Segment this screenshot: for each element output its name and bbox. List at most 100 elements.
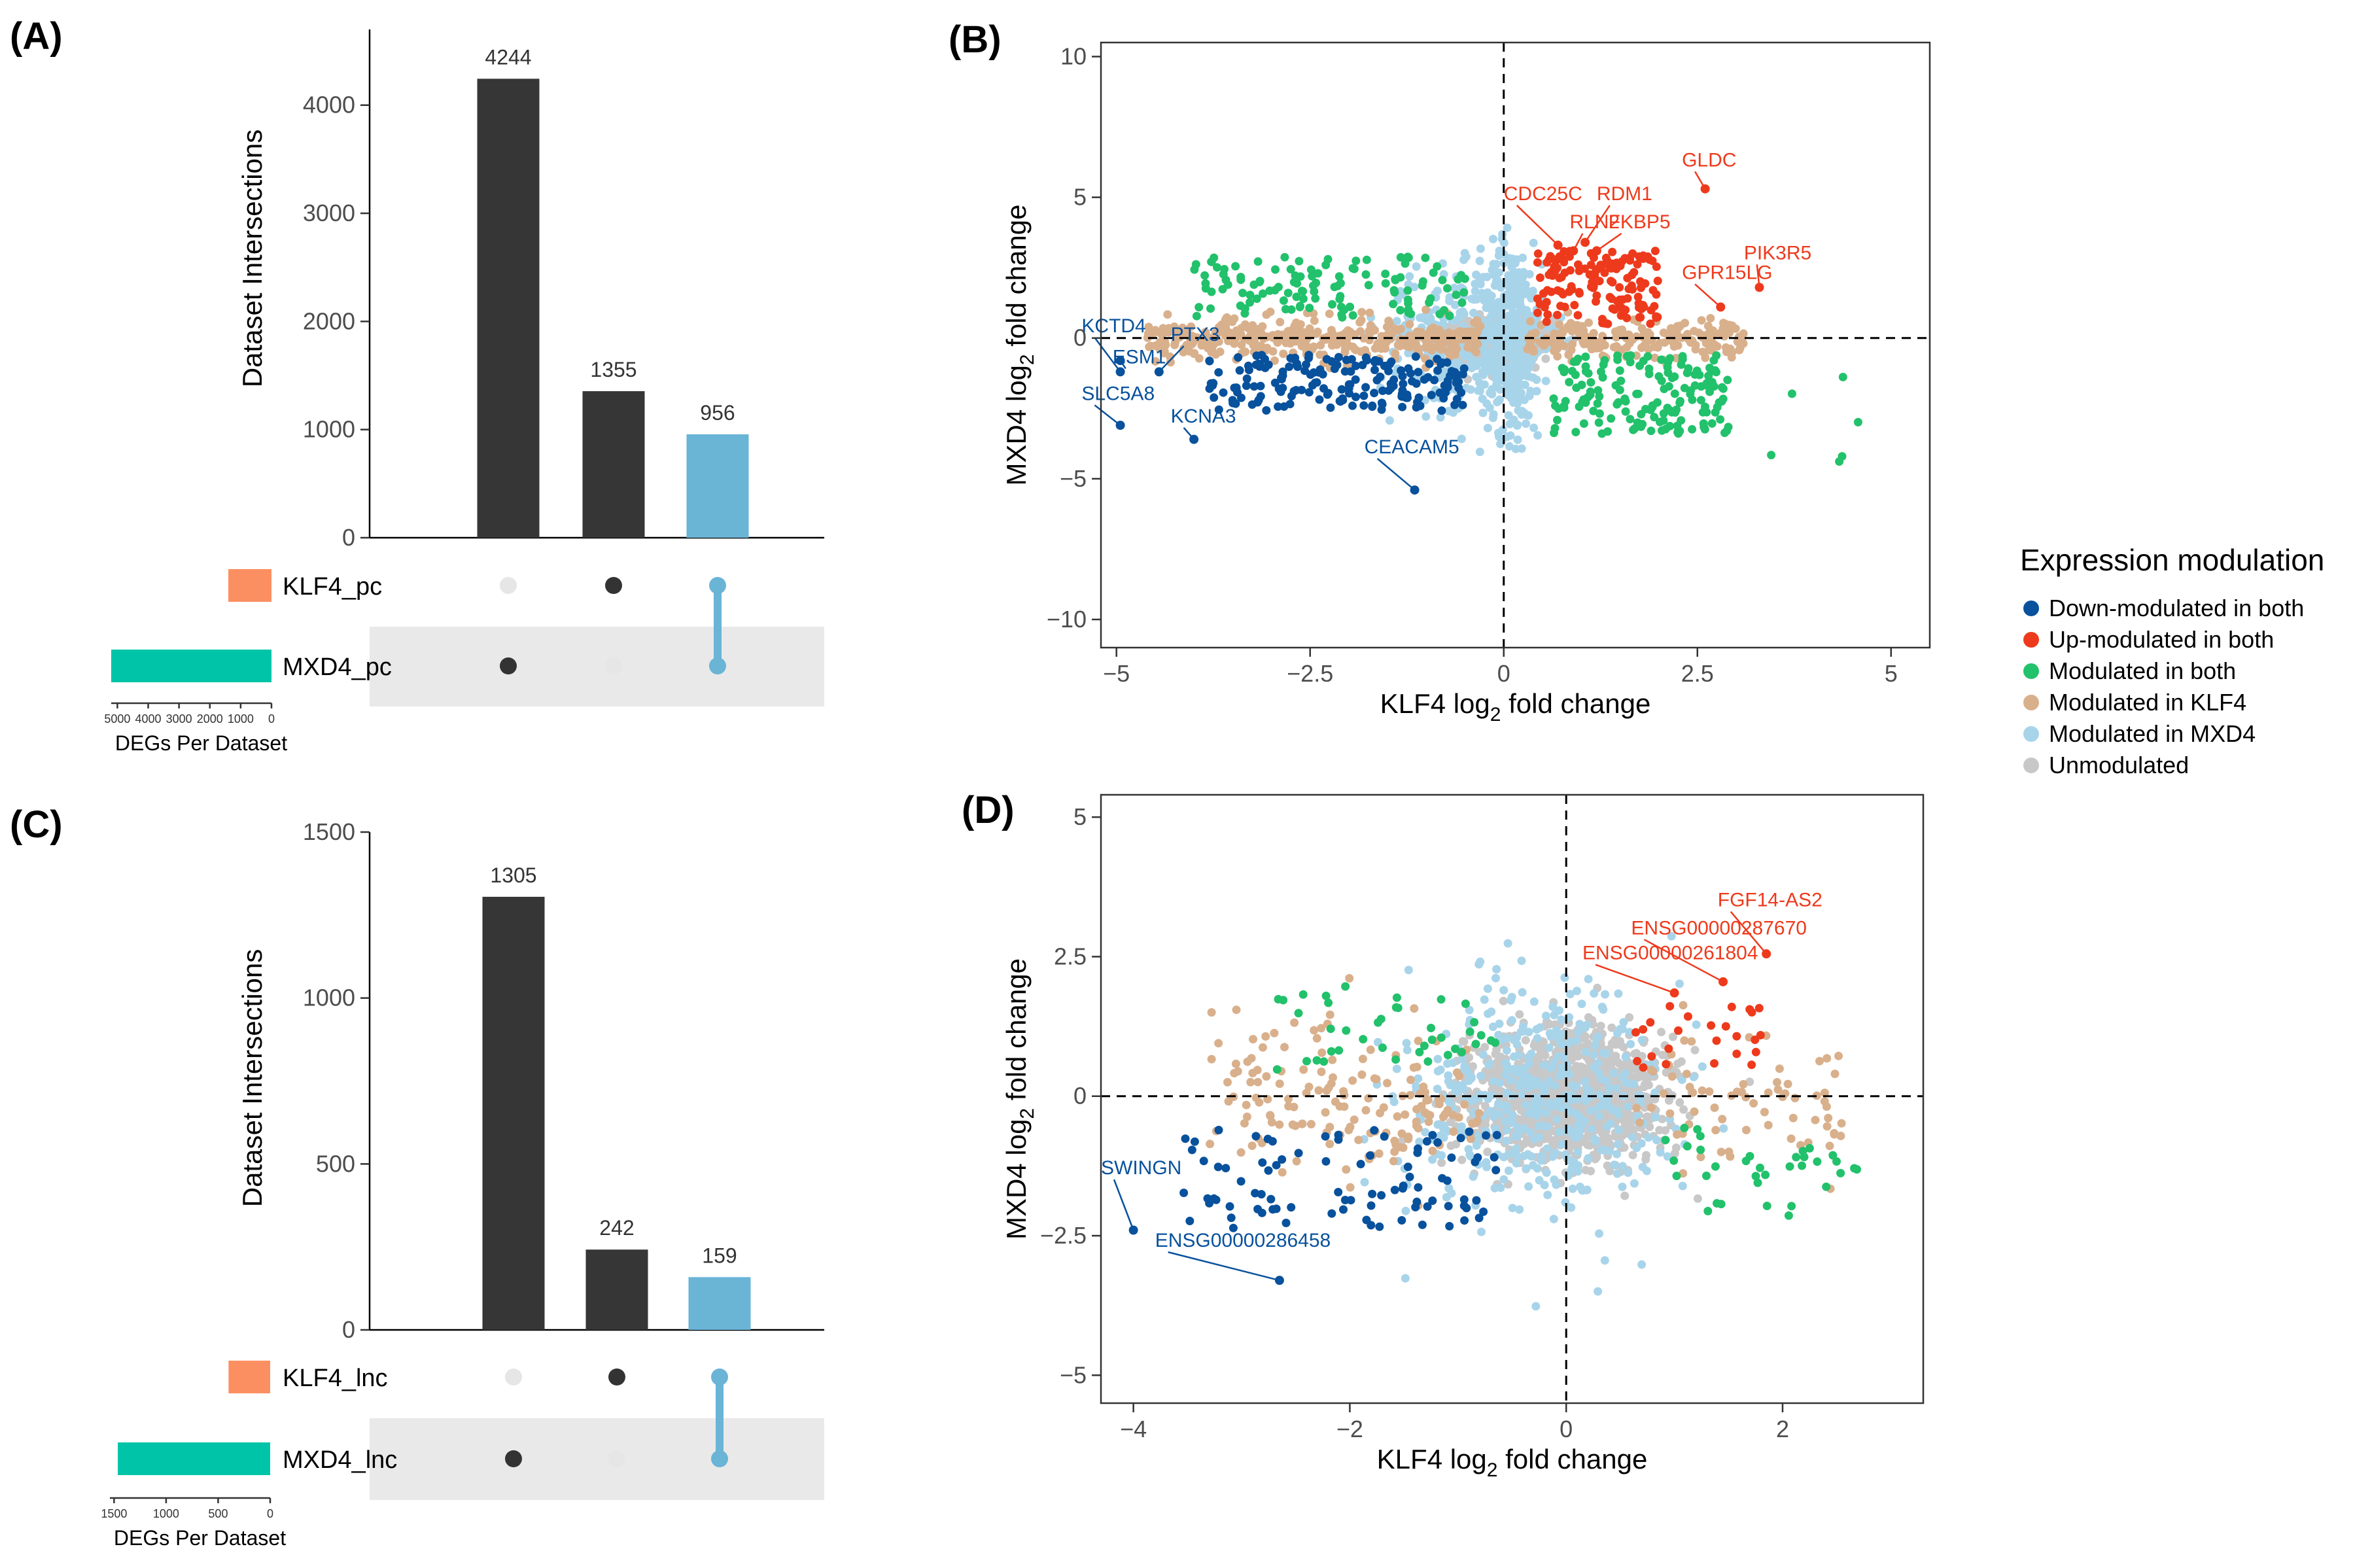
scatter-point-mxd4 xyxy=(1543,1144,1552,1153)
scatter-point-mxd4 xyxy=(1472,361,1481,370)
scatter-point-mxd4 xyxy=(1465,1150,1474,1159)
scatter-point-both xyxy=(1302,1056,1311,1066)
scatter-point-both xyxy=(1656,417,1664,427)
scatter-point-both xyxy=(1620,394,1630,403)
scatter-point-both xyxy=(1238,288,1247,298)
scatter-point-mxd4 xyxy=(1539,1060,1548,1070)
scatter-point-both xyxy=(1832,1157,1841,1166)
scatter-point-klf4 xyxy=(1383,1079,1391,1088)
scatter-point-mxd4 xyxy=(1436,413,1445,422)
scatter-point-down xyxy=(1348,401,1357,410)
scatter-point-klf4 xyxy=(1823,1054,1832,1063)
scatter-point-mxd4 xyxy=(1479,296,1488,305)
scatter-point-down xyxy=(1377,1191,1386,1200)
scatter-point-mxd4 xyxy=(1520,1124,1529,1133)
bar-value-label: 956 xyxy=(700,401,735,425)
scatter-point-down xyxy=(1282,1219,1291,1227)
scatter-point-mxd4 xyxy=(1541,376,1550,385)
y-tick-label: 5 xyxy=(1073,803,1087,830)
scatter-point-mxd4 xyxy=(1531,1302,1541,1311)
scatter-point-mxd4 xyxy=(1624,1102,1633,1111)
scatter-point-mxd4 xyxy=(1501,1058,1510,1068)
scatter-point-down xyxy=(1359,391,1369,400)
scatter-point-both xyxy=(1836,1168,1845,1177)
gene-label-leader xyxy=(1584,205,1611,243)
scatter-point-mxd4 xyxy=(1510,1036,1520,1045)
gene-label: FGF14-AS2 xyxy=(1718,890,1823,911)
scatter-point-klf4 xyxy=(1580,340,1588,349)
scatter-point-klf4 xyxy=(1466,1134,1475,1143)
scatter-point-both xyxy=(1614,398,1623,407)
scatter-point-klf4 xyxy=(1214,1039,1223,1048)
scatter-point-mxd4 xyxy=(1521,1100,1530,1109)
scatter-point-down xyxy=(1285,400,1295,409)
scatter-point-down xyxy=(1397,1216,1406,1225)
scatter-point-mxd4 xyxy=(1515,1082,1524,1091)
scatter-point-down xyxy=(1253,1204,1263,1213)
scatter-point-unmod xyxy=(1541,354,1550,363)
scatter-point-both xyxy=(1723,375,1732,385)
scatter-point-mxd4 xyxy=(1507,384,1516,393)
scatter-point-both xyxy=(1664,382,1673,391)
gene-point-labeled xyxy=(1410,485,1420,495)
scatter-point-down xyxy=(1257,1190,1266,1199)
scatter-point-down xyxy=(1214,368,1223,377)
gene-label-leader xyxy=(1694,283,1722,308)
scatter-point-both xyxy=(1630,424,1639,433)
scatter-point-mxd4 xyxy=(1457,309,1466,319)
scatter-point-klf4 xyxy=(1679,1001,1688,1010)
scatter-point-down xyxy=(1210,393,1219,402)
scatter-point-down xyxy=(1387,357,1396,366)
legend-swatch-down xyxy=(2023,601,2039,616)
scatter-point-mxd4 xyxy=(1503,1102,1512,1111)
scatter-point-up xyxy=(1751,1036,1760,1044)
scatter-point-mxd4 xyxy=(1460,249,1469,258)
scatter-point-klf4 xyxy=(1568,340,1577,349)
scatter-point-mxd4 xyxy=(1605,1083,1614,1092)
scatter-point-down xyxy=(1375,1222,1384,1231)
x-axis-label-tail: fold change xyxy=(1501,688,1650,719)
scatter-point-klf4 xyxy=(1390,1147,1399,1157)
x-tick-label: −2 xyxy=(1336,1416,1363,1442)
scatter-point-both xyxy=(1279,996,1288,1005)
scatter-point-klf4 xyxy=(1711,1126,1720,1135)
scatter-point-mxd4 xyxy=(1625,1028,1634,1037)
scatter-point-klf4 xyxy=(1370,326,1380,335)
scatter-point-klf4 xyxy=(1553,344,1562,353)
scatter-point-klf4 xyxy=(1242,1112,1251,1121)
scatter-point-mxd4 xyxy=(1677,1075,1686,1085)
scatter-point-both xyxy=(1459,288,1469,297)
scatter-point-klf4 xyxy=(1232,326,1241,335)
scatter-point-klf4 xyxy=(1727,353,1736,362)
scatter-point-down xyxy=(1247,400,1257,409)
scatter-point-klf4 xyxy=(1163,310,1172,319)
scatter-point-klf4 xyxy=(1690,1107,1699,1116)
scatter-point-klf4 xyxy=(1696,1153,1705,1162)
scatter-point-down xyxy=(1361,383,1370,392)
scatter-point-down xyxy=(1334,1130,1343,1140)
scatter-point-both xyxy=(1306,265,1316,274)
gene-label-leader xyxy=(1158,345,1185,373)
scatter-point-klf4 xyxy=(1687,1037,1696,1046)
scatter-point-down xyxy=(1278,1155,1287,1164)
scatter-point-both xyxy=(1454,275,1463,284)
scatter-point-both xyxy=(1822,1182,1831,1191)
scatter-plot-d: FGF14-AS2ENSG00000287670ENSG00000261804S… xyxy=(1001,793,1925,1481)
scatter-point-klf4 xyxy=(1701,339,1711,348)
scatter-point-unmod xyxy=(1492,1045,1501,1054)
scatter-point-klf4 xyxy=(1650,342,1659,351)
scatter-point-mxd4 xyxy=(1504,271,1513,280)
scatter-point-both xyxy=(1389,300,1398,309)
gene-label-leader xyxy=(1596,232,1622,252)
scatter-point-up xyxy=(1553,286,1562,295)
scatter-point-up xyxy=(1650,247,1660,256)
scatter-point-unmod xyxy=(1537,1042,1546,1051)
scatter-point-down xyxy=(1386,379,1395,389)
scatter-point-klf4 xyxy=(1559,326,1568,336)
scatter-point-klf4 xyxy=(1187,340,1196,349)
scatter-point-mxd4 xyxy=(1444,406,1454,415)
scatter-point-down xyxy=(1334,353,1343,362)
scatter-point-klf4 xyxy=(1218,325,1227,334)
scatter-point-mxd4 xyxy=(1498,1036,1507,1044)
